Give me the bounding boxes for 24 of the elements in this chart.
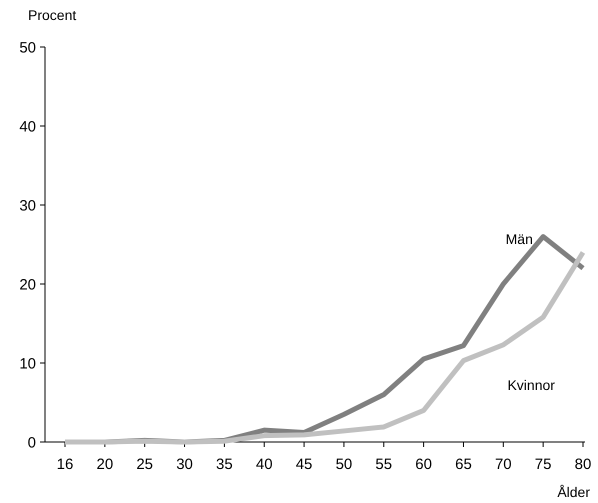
y-tick-label: 50 (19, 39, 36, 56)
x-tick-label: 50 (336, 456, 352, 473)
x-tick-label: 70 (494, 456, 512, 473)
y-tick-label: 20 (19, 276, 36, 294)
x-axis-title: Ålder (557, 484, 590, 500)
y-axis-title: Procent (28, 7, 76, 23)
x-tick-label: 30 (176, 456, 193, 473)
x-tick-label: 40 (256, 456, 273, 473)
y-tick-label: 30 (19, 197, 36, 214)
x-tick-label: 20 (96, 456, 114, 473)
x-tick-label: 16 (56, 456, 74, 473)
x-tick-label: 75 (534, 456, 552, 473)
y-tick-label: 0 (28, 434, 36, 452)
x-tick-label: 35 (216, 456, 233, 473)
x-tick-label: 25 (136, 456, 154, 473)
y-tick-label: 40 (19, 118, 36, 136)
y-tick-label: 10 (19, 355, 36, 372)
x-tick-label: 80 (574, 456, 592, 473)
series-label: Män (506, 231, 533, 247)
x-tick-label: 45 (296, 456, 312, 473)
x-tick-label: 55 (375, 456, 392, 473)
x-tick-label: 60 (415, 456, 432, 473)
text: Kvinnor (507, 376, 556, 393)
x-tick-label: 65 (455, 456, 472, 473)
